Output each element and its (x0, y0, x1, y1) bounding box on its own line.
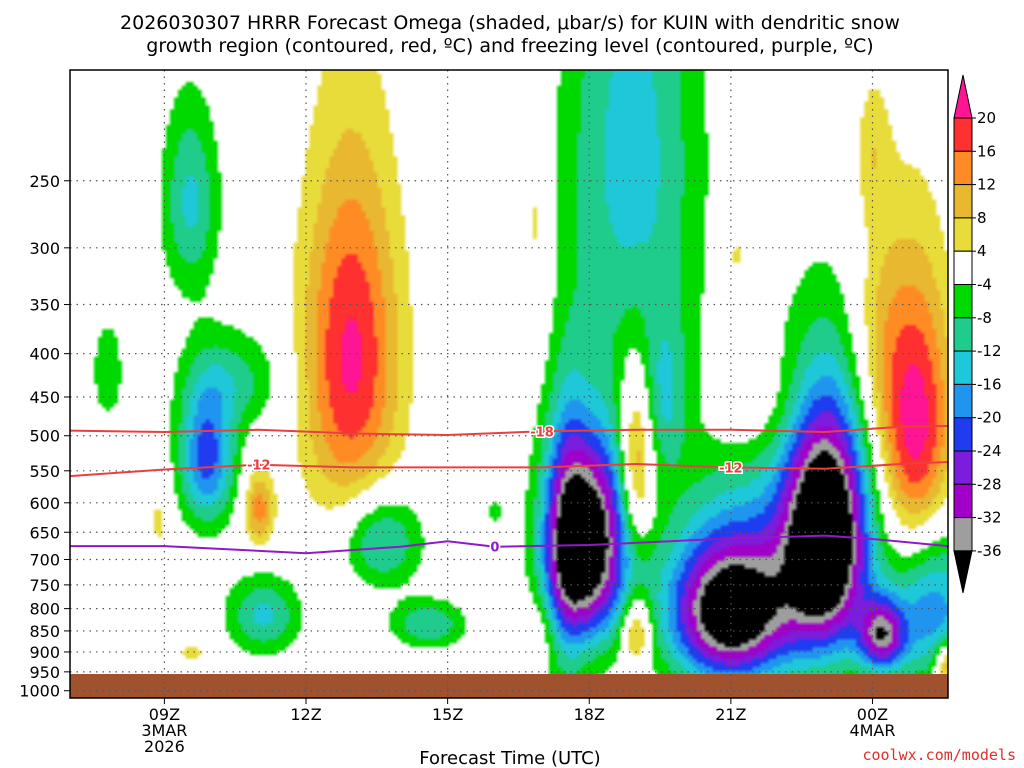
colorbar-segment-2 (953, 184, 973, 219)
xtick-label-09Z: 09Z (149, 705, 180, 724)
ytick-label-650: 650 (29, 523, 60, 542)
ytick-label-400: 400 (29, 345, 60, 364)
plot-frame (69, 69, 949, 699)
ytick-label-950: 950 (29, 663, 60, 682)
xtick-label-18Z: 18Z (574, 705, 605, 724)
colorbar-label-20: 20 (977, 109, 996, 127)
contour-label-0-3: 0 (490, 541, 499, 556)
temperature-contours: -18 -12 -12 0 (70, 424, 948, 557)
colorbar-label-4: 4 (977, 242, 987, 260)
ytick-label-750: 750 (29, 576, 60, 595)
colorbar-segment-7 (953, 350, 973, 385)
x-axis-label: Forecast Time (UTC) (419, 748, 600, 768)
ytick-label-550: 550 (29, 462, 60, 481)
colorbar-segment-11 (953, 483, 973, 519)
contour-line-0-3 (70, 534, 948, 555)
xtick-label-4MAR: 4MAR (849, 721, 895, 740)
xtick-label-15Z: 15Z (432, 705, 463, 724)
colorbar-label-8: 8 (977, 209, 987, 227)
colorbar-label-16: 16 (977, 142, 996, 160)
colorbar-segment-12 (953, 517, 973, 552)
chart-title-line1: 2026030307 HRRR Forecast Omega (shaded, … (120, 12, 900, 34)
colorbar-label--12: -12 (977, 342, 1002, 360)
ytick-label-850: 850 (29, 622, 60, 641)
xtick-label-12Z: 12Z (290, 705, 321, 724)
colorbar-label--16: -16 (977, 375, 1002, 393)
xtick-label-2026: 2026 (144, 737, 185, 756)
ytick-label-450: 450 (29, 388, 60, 407)
contour-line--18-0 (70, 425, 948, 437)
pressure-axis: 250 300 350 400 450 500 550 600 650 700 750 800 850 9… (19, 172, 70, 701)
colorbar-label--28: -28 (977, 475, 1002, 493)
ytick-label-500: 500 (29, 427, 60, 446)
colorbar-segment-9 (953, 417, 973, 452)
colorbar-segment-5 (953, 284, 973, 319)
contour-label--12-2: -12 (719, 461, 743, 476)
colorbar-top-triangle (953, 74, 973, 119)
ytick-label-900: 900 (29, 643, 60, 662)
credit-text: coolwx.com/models (862, 746, 1016, 764)
colorbar-label--36: -36 (977, 542, 1002, 560)
terrain-ground-band (70, 674, 948, 698)
colorbar-label--24: -24 (977, 442, 1002, 460)
ytick-label-800: 800 (29, 600, 60, 619)
ytick-label-600: 600 (29, 494, 60, 513)
colorbar-bottom-triangle (953, 550, 973, 594)
chart-title-line2: growth region (contoured, red, ºC) and f… (146, 35, 873, 57)
colorbar-segment-0 (953, 117, 973, 152)
contour-label--18-0: -18 (530, 425, 554, 440)
contour-line--12-1 (70, 461, 948, 478)
colorbar-segment-6 (953, 317, 973, 352)
colorbar-segment-3 (953, 217, 973, 252)
ytick-label-1000: 1000 (19, 682, 60, 701)
ytick-label-700: 700 (29, 551, 60, 570)
colorbar-label--8: -8 (977, 309, 992, 327)
xtick-label-3MAR: 3MAR (141, 721, 187, 740)
ytick-label-250: 250 (29, 172, 60, 191)
colorbar-segment-4 (953, 250, 973, 285)
colorbar: 20 16 12 8 4 -4 -8 -12 -16 -20 -24 -28 -32 -36 (953, 74, 1002, 594)
colorbar-label-12: 12 (977, 176, 996, 194)
colorbar-label--4: -4 (977, 276, 992, 294)
colorbar-label--20: -20 (977, 409, 1002, 427)
ytick-label-350: 350 (29, 296, 60, 315)
xtick-label-21Z: 21Z (715, 705, 746, 724)
colorbar-segment-10 (953, 450, 973, 485)
ytick-label-300: 300 (29, 239, 60, 258)
xtick-label-00Z: 00Z (857, 705, 888, 724)
colorbar-segment-8 (953, 383, 973, 419)
contour-label--12-1: -12 (247, 459, 271, 474)
colorbar-segment-1 (953, 150, 973, 186)
colorbar-label--32: -32 (977, 509, 1002, 527)
omega-shading (70, 70, 948, 698)
gridlines (70, 70, 948, 698)
omega-shading-raster (70, 70, 948, 698)
